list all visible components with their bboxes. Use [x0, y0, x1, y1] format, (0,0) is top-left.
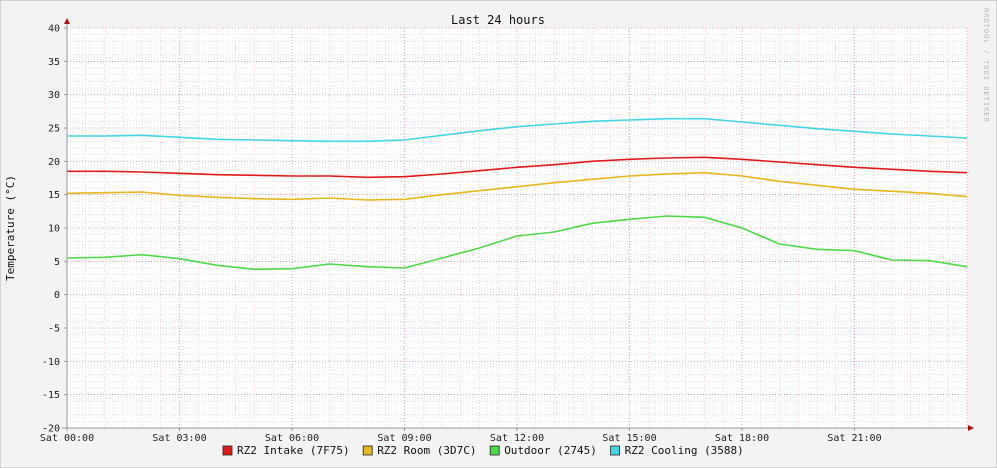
chart-title: Last 24 hours [451, 13, 545, 27]
y-tick-label: -20 [42, 424, 60, 435]
grid [66, 27, 968, 429]
y-tick-label: 5 [54, 257, 60, 268]
legend-swatch-2 [362, 445, 373, 456]
y-tick-label: 10 [48, 224, 60, 235]
y-tick-label: 25 [48, 124, 60, 135]
x-axis-ticks: Sat 00:00 Sat 03:00 Sat 06:00 Sat 09:00 Sat … [40, 428, 882, 444]
series-line-4 [67, 117, 968, 143]
legend-swatch-1 [222, 445, 233, 456]
series-line-3 [66, 215, 968, 271]
legend-label-1: RZ2 Intake (7F75) [237, 444, 350, 457]
series-lines [66, 117, 968, 271]
y-tick-label: 15 [48, 190, 60, 201]
legend-label-3: Outdoor (2745) [504, 444, 597, 457]
y-axis-label: Temperature (°C) [4, 175, 17, 281]
x-tick-label: Sat 03:00 [152, 433, 206, 444]
x-tick-label: Sat 12:00 [490, 433, 544, 444]
rrdtool-watermark: RRDTOOL / TOBI OETIKER [982, 8, 990, 123]
x-axis-arrow [968, 425, 974, 431]
series-line-2 [66, 171, 968, 201]
y-tick-label: 35 [48, 57, 60, 68]
x-tick-label: Sat 21:00 [827, 433, 881, 444]
y-axis-ticks: 40 35 30 25 20 15 10 5 0 -5 -10 -15 -20 [42, 24, 67, 435]
x-tick-label: Sat 06:00 [265, 433, 319, 444]
y-tick-label: 30 [48, 90, 60, 101]
x-tick-label: Sat 00:00 [40, 433, 94, 444]
x-tick-label: Sat 18:00 [715, 433, 769, 444]
x-tick-label: Sat 15:00 [602, 433, 656, 444]
y-axis-arrow [64, 18, 70, 24]
legend: RZ2 Intake (7F75) RZ2 Room (3D7C) Outdoor … [222, 444, 744, 457]
series-line-1 [67, 156, 968, 179]
x-tick-label: Sat 09:00 [377, 433, 431, 444]
legend-swatch-3 [489, 445, 500, 456]
y-tick-label: -5 [48, 324, 60, 335]
y-tick-label: 20 [48, 157, 60, 168]
y-tick-label: 0 [54, 290, 60, 301]
y-tick-label: 40 [48, 24, 60, 35]
legend-label-2: RZ2 Room (3D7C) [377, 444, 476, 457]
legend-label-4: RZ2 Cooling (3588) [625, 444, 744, 457]
y-tick-label: -10 [42, 357, 60, 368]
y-tick-label: -15 [42, 390, 60, 401]
legend-swatch-4 [610, 445, 620, 456]
